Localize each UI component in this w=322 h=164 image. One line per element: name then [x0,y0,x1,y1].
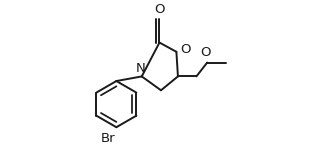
Text: O: O [201,46,211,59]
Text: N: N [136,62,146,75]
Text: O: O [154,3,165,16]
Text: Br: Br [100,132,115,144]
Text: O: O [181,43,191,56]
